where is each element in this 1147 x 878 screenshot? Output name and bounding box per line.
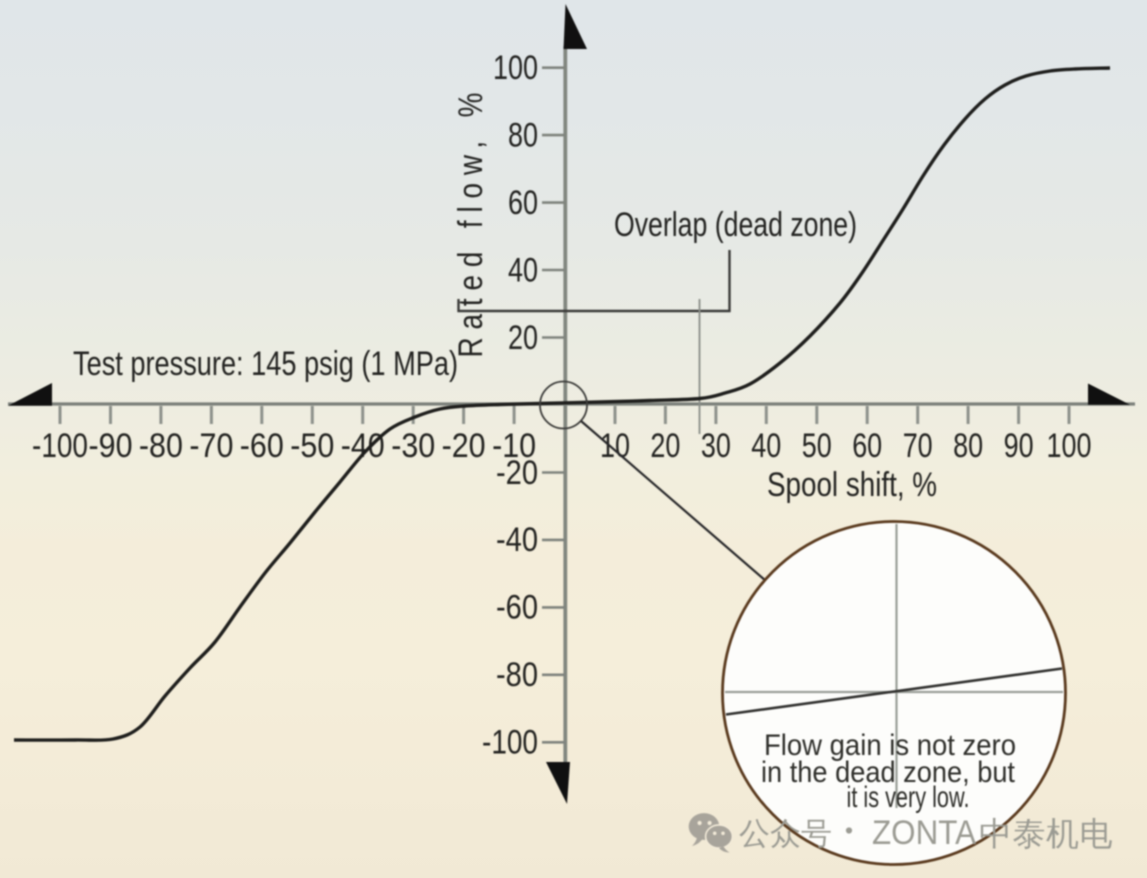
svg-text:Flow gain is not zero: Flow gain is not zero (764, 729, 1016, 762)
svg-text:30: 30 (701, 427, 731, 465)
svg-text:-60: -60 (240, 427, 284, 465)
svg-text:-80: -80 (139, 427, 183, 465)
svg-text:Rated flow, %: Rated flow, % (451, 85, 489, 358)
svg-text:-40: -40 (496, 521, 538, 559)
svg-text:-70: -70 (189, 427, 233, 465)
svg-text:90: 90 (1004, 427, 1034, 465)
svg-text:Overlap (dead zone): Overlap (dead zone) (614, 206, 857, 244)
svg-text:70: 70 (903, 427, 933, 465)
svg-text:20: 20 (508, 319, 538, 357)
svg-text:80: 80 (508, 116, 538, 154)
svg-text:100: 100 (1047, 427, 1092, 465)
svg-text:-90: -90 (89, 427, 133, 465)
svg-text:100: 100 (493, 49, 538, 87)
svg-text:40: 40 (508, 251, 538, 289)
svg-text:it is very low.: it is very low. (847, 781, 970, 814)
svg-text:50: 50 (802, 427, 832, 465)
svg-text:-10: -10 (492, 427, 536, 465)
svg-text:Test pressure: 145 psig (1 MPa: Test pressure: 145 psig (1 MPa) (73, 345, 458, 383)
svg-text:-100: -100 (32, 427, 88, 465)
svg-text:-80: -80 (496, 656, 538, 694)
svg-text:60: 60 (508, 184, 538, 222)
svg-text:60: 60 (852, 427, 882, 465)
svg-text:-20: -20 (496, 454, 538, 492)
svg-text:-40: -40 (341, 427, 385, 465)
svg-text:20: 20 (650, 427, 680, 465)
svg-text:-100: -100 (482, 724, 538, 762)
svg-text:-50: -50 (290, 427, 334, 465)
svg-text:ZONTA: ZONTA (872, 814, 976, 852)
svg-text:in the dead zone, but: in the dead zone, but (761, 756, 1016, 789)
svg-text:-60: -60 (496, 589, 538, 627)
svg-text:40: 40 (751, 427, 781, 465)
svg-text:80: 80 (953, 427, 983, 465)
svg-text:-30: -30 (391, 427, 435, 465)
svg-text:Spool shift, %: Spool shift, % (767, 466, 937, 504)
svg-text:-20: -20 (442, 427, 486, 465)
